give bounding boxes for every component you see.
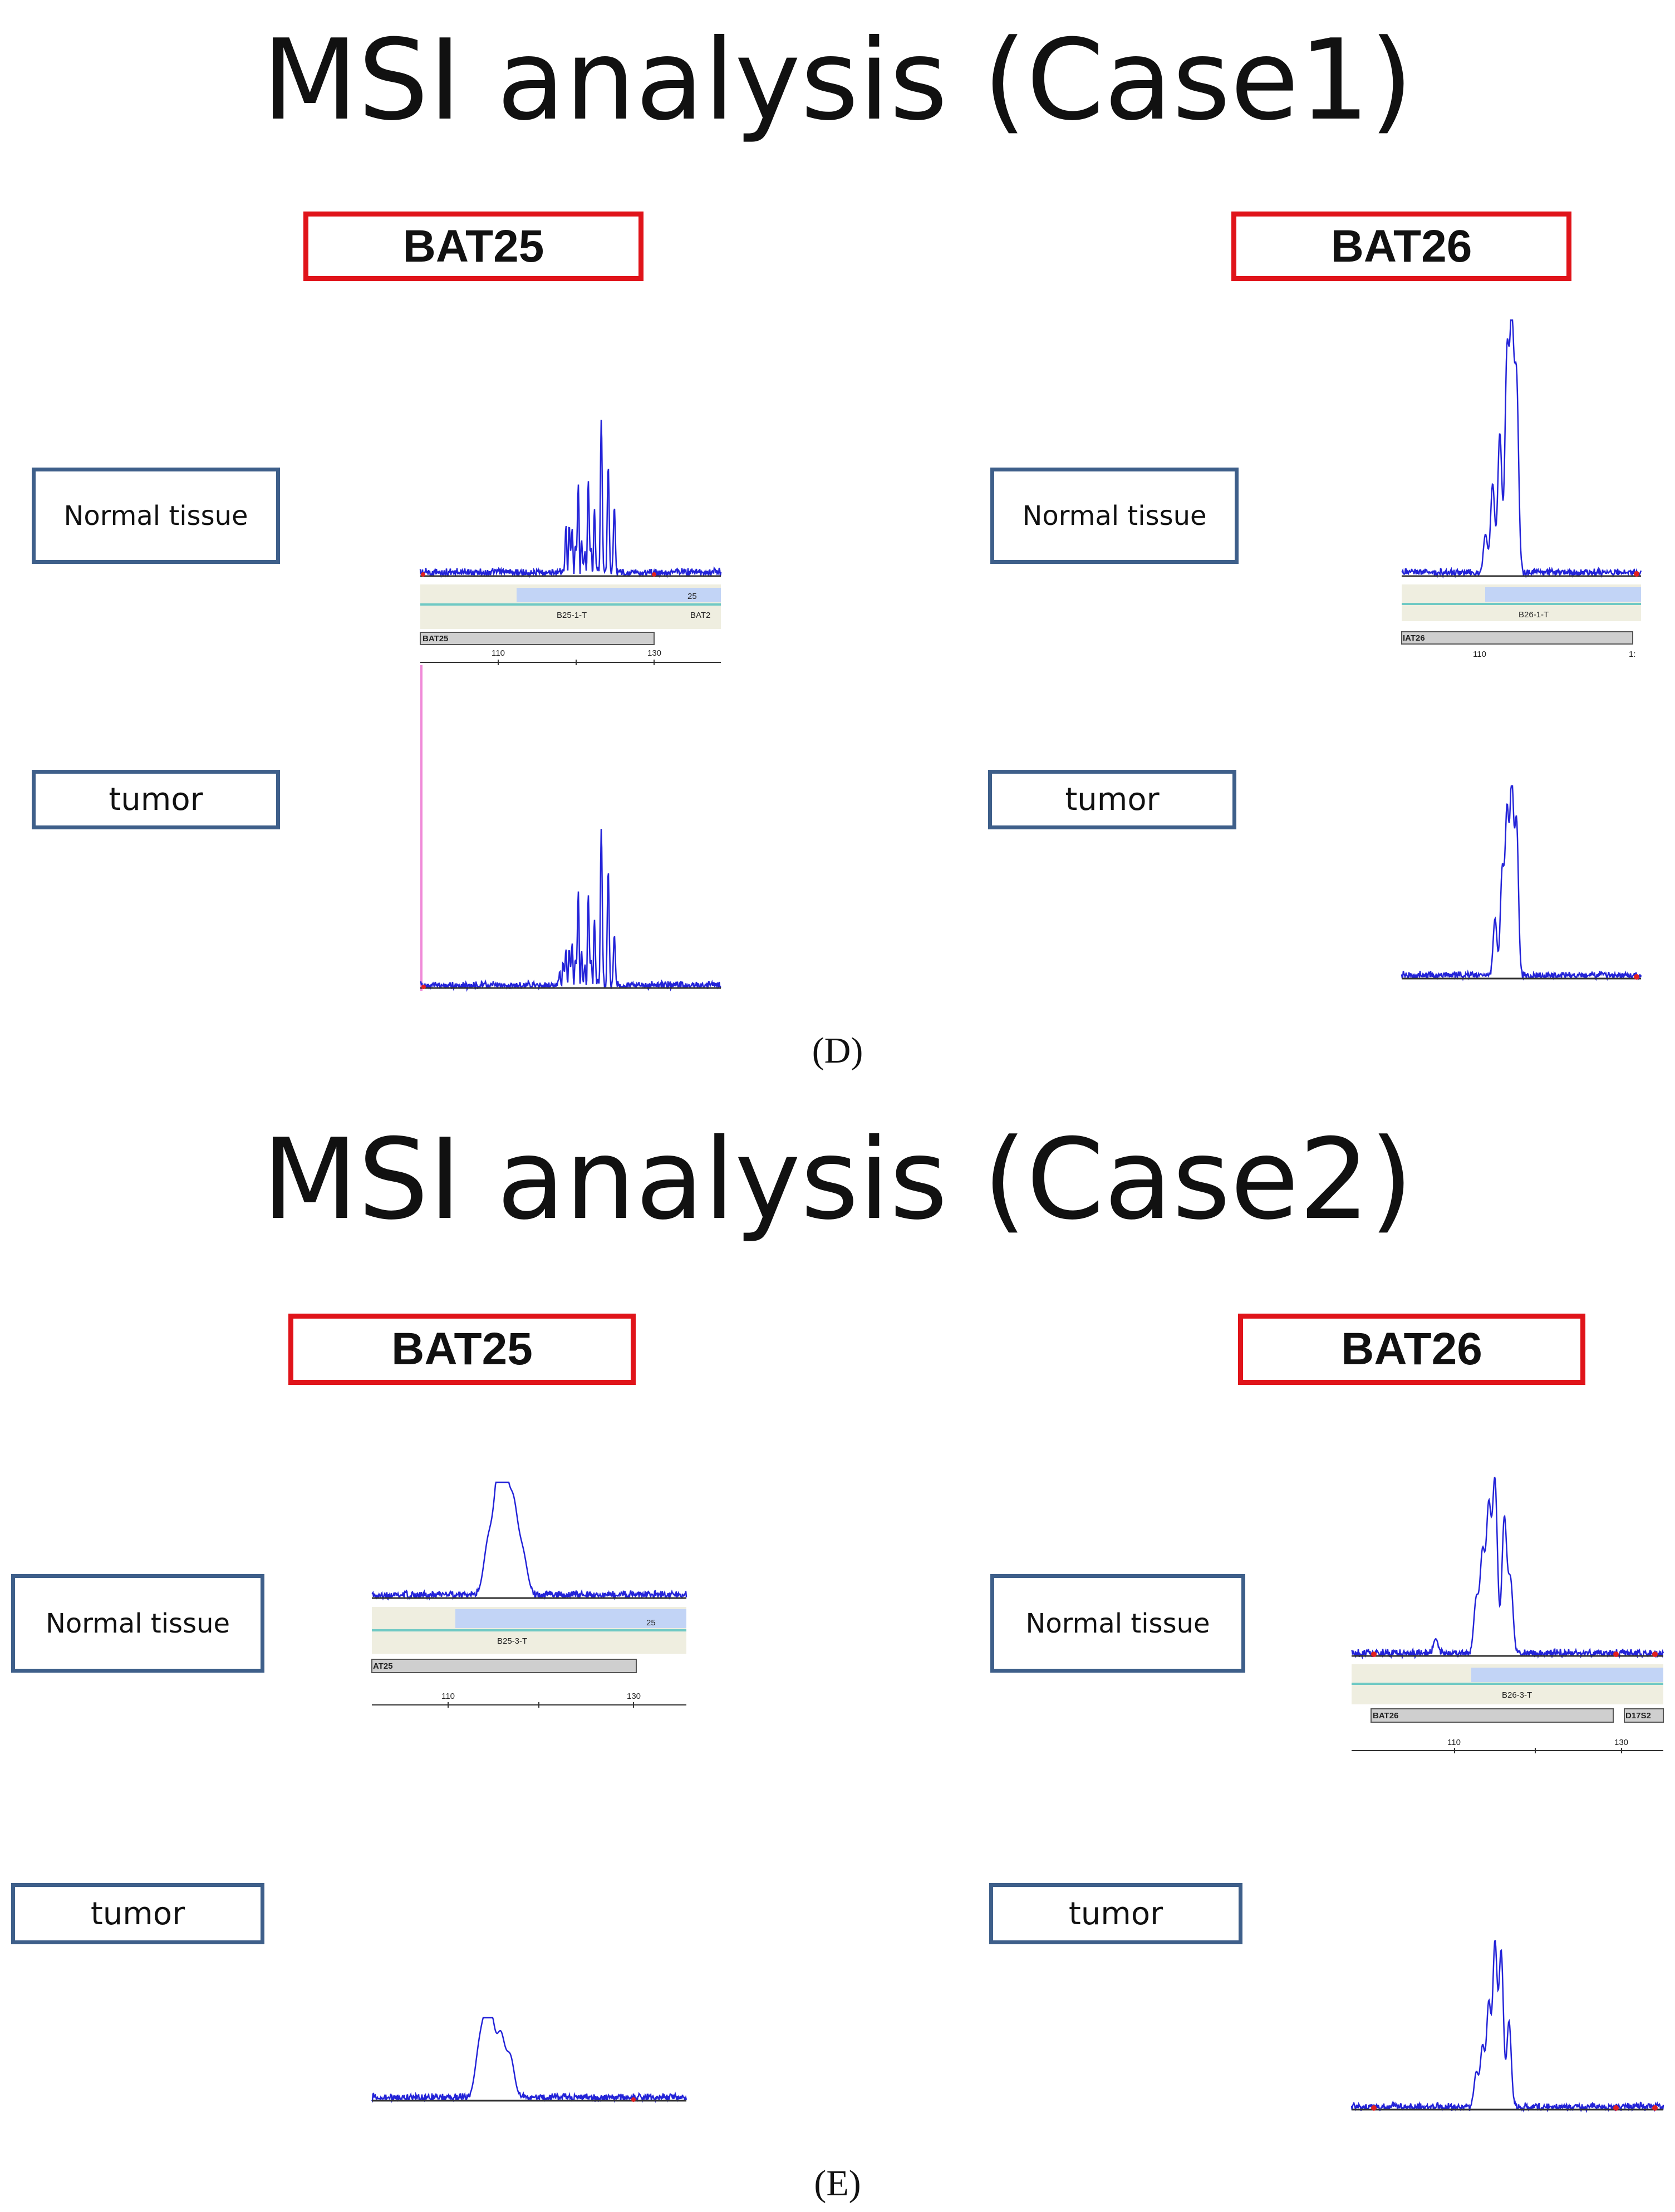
case1-bat25-normal-electropherogram: B25-1-T BAT2 25 BAT25 110 130	[419, 420, 722, 665]
case1-bat25-normal-trace	[419, 420, 722, 579]
case2-title: MSI analysis (Case2)	[262, 1115, 1413, 1245]
case1-title: MSI analysis (Case1)	[262, 16, 1413, 145]
bin-label-right-faded: 25	[687, 592, 697, 601]
marker-bar-label: BAT26	[1373, 1711, 1398, 1721]
case1-bat25-marker-box: BAT25	[303, 212, 644, 281]
tick-label: 110	[1447, 1738, 1461, 1747]
case2-bat25-normal-electropherogram: B25-3-T 25 AT25 110 130	[371, 1481, 687, 1708]
marker-bar	[1624, 1708, 1664, 1723]
case2-bat25-tumor-label: tumor	[11, 1883, 264, 1944]
marker-bar	[420, 632, 655, 645]
bin-label-right: BAT2	[690, 611, 710, 620]
tick-label: 130	[647, 648, 661, 658]
case1-bat26-tumor-electropherogram	[1401, 785, 1642, 982]
case1-bat25-tumor-trace	[420, 829, 721, 992]
case1-bat25-tumor-label: tumor	[32, 770, 280, 829]
case2-bat26-marker-box: BAT26	[1238, 1314, 1585, 1385]
tick-label: 1:	[1629, 650, 1636, 659]
bin-highlight	[517, 588, 721, 602]
marker-bar	[371, 1659, 637, 1673]
case1-bat26-tumor-label: tumor	[988, 770, 1236, 829]
bin-label: B26-3-T	[1502, 1690, 1532, 1700]
tick-label: 130	[627, 1692, 641, 1701]
bin-label: B25-1-T	[557, 611, 587, 620]
case2-bat26-normal-label: Normal tissue	[990, 1574, 1245, 1673]
case2-bat26-tumor-electropherogram	[1350, 1940, 1664, 2113]
case1-bat26-normal-electropherogram: B26-1-T IAT26 110 1:	[1401, 319, 1642, 659]
marker-bar-label: AT25	[373, 1662, 393, 1671]
case2-bat25-normal-label: Normal tissue	[11, 1574, 264, 1673]
bin-highlight	[455, 1609, 686, 1628]
bin-label: B26-1-T	[1519, 610, 1549, 620]
case2-bat26-tumor-label: tumor	[989, 1883, 1242, 1944]
marker-bar	[1401, 631, 1633, 645]
tick-label: 130	[1614, 1738, 1628, 1747]
case1-bat26-normal-label: Normal tissue	[990, 468, 1239, 564]
case2-bat26-tumor-trace	[1350, 1940, 1664, 2113]
case2-bat25-marker-box: BAT25	[288, 1314, 636, 1385]
bin-label-right-faded: 25	[646, 1618, 656, 1628]
bin-highlight	[1471, 1668, 1663, 1682]
tick-label: 110	[492, 648, 505, 658]
tick-label: 110	[441, 1692, 455, 1701]
case2-bat26-normal-trace	[1351, 1477, 1664, 1660]
case2-bat25-tumor-electropherogram	[371, 2017, 687, 2103]
tick-label: 110	[1473, 650, 1486, 659]
marker-bar-label: IAT26	[1403, 633, 1425, 643]
case1-bat25-normal-label: Normal tissue	[32, 468, 280, 564]
case1-bat26-normal-trace	[1401, 319, 1642, 579]
marker-bar	[1371, 1708, 1614, 1723]
panel-caption-d: (D)	[812, 1030, 863, 1071]
case1-bat26-marker-box: BAT26	[1231, 212, 1571, 281]
case2-bat26-normal-electropherogram: B26-3-T BAT26 D17S2 110 130	[1351, 1477, 1664, 1753]
bin-highlight	[1485, 587, 1641, 602]
case2-bat25-normal-trace	[371, 1481, 687, 1601]
case2-bat25-tumor-trace	[371, 2017, 687, 2103]
case1-bat26-tumor-trace	[1401, 785, 1642, 982]
marker-bar-label-right: D17S2	[1625, 1711, 1651, 1721]
panel-caption-e: (E)	[814, 2163, 861, 2204]
bin-label: B25-3-T	[497, 1636, 527, 1646]
case1-bat25-tumor-electropherogram	[420, 665, 721, 992]
marker-bar-label: BAT25	[423, 634, 448, 643]
